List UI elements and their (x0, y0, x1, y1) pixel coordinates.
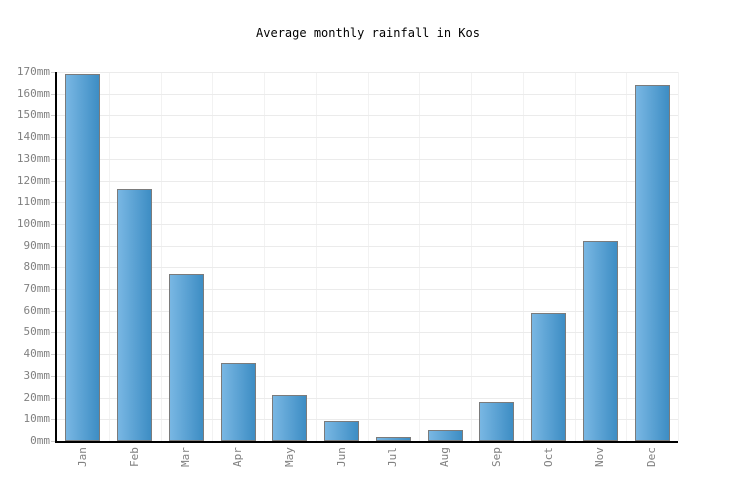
y-axis-tick (51, 246, 55, 247)
bar-jun[interactable] (324, 421, 359, 441)
chart-title: Average monthly rainfall in Kos (256, 26, 480, 40)
y-axis-label-150mm: 150mm (16, 108, 50, 121)
y-axis-label-160mm: 160mm (16, 87, 50, 100)
gridline-horizontal (57, 94, 678, 95)
gridline-vertical (212, 72, 213, 441)
x-axis-label-sep: Sep (490, 447, 503, 467)
gridline-vertical (678, 72, 679, 441)
gridline-vertical (161, 72, 162, 441)
y-axis-label-120mm: 120mm (16, 174, 50, 187)
bar-apr[interactable] (221, 363, 256, 441)
x-axis-label-may: May (283, 447, 296, 467)
y-axis-tick (51, 181, 55, 182)
y-axis-tick (51, 224, 55, 225)
y-axis-label-30mm: 30mm (23, 369, 51, 382)
bar-mar[interactable] (169, 274, 204, 441)
x-axis-label-jun: Jun (335, 447, 348, 467)
gridline-vertical (264, 72, 265, 441)
x-axis-label-mar: Mar (179, 447, 192, 467)
x-axis-line (55, 441, 678, 443)
y-axis-label-140mm: 140mm (16, 130, 50, 143)
y-axis-tick (51, 332, 55, 333)
y-axis-label-20mm: 20mm (23, 391, 51, 404)
gridline-horizontal (57, 289, 678, 290)
y-axis-tick (51, 289, 55, 290)
gridline-horizontal (57, 376, 678, 377)
y-axis-tick (51, 137, 55, 138)
y-axis-tick (51, 354, 55, 355)
gridline-horizontal (57, 311, 678, 312)
y-axis-label-10mm: 10mm (23, 412, 51, 425)
x-axis-label-apr: Apr (231, 447, 244, 467)
gridline-horizontal (57, 332, 678, 333)
gridline-vertical (471, 72, 472, 441)
bar-nov[interactable] (583, 241, 618, 441)
y-axis-label-90mm: 90mm (23, 239, 51, 252)
y-axis-tick (51, 267, 55, 268)
gridline-vertical (419, 72, 420, 441)
gridline-vertical (575, 72, 576, 441)
x-axis-label-aug: Aug (438, 447, 451, 467)
gridline-horizontal (57, 224, 678, 225)
y-axis-label-70mm: 70mm (23, 282, 51, 295)
bar-dec[interactable] (635, 85, 670, 441)
y-axis-tick (51, 311, 55, 312)
y-axis-tick (51, 398, 55, 399)
gridline-horizontal (57, 419, 678, 420)
gridline-horizontal (57, 354, 678, 355)
gridline-vertical (523, 72, 524, 441)
y-axis-tick (51, 72, 55, 73)
y-axis-label-80mm: 80mm (23, 260, 51, 273)
gridline-horizontal (57, 202, 678, 203)
y-axis-label-130mm: 130mm (16, 152, 50, 165)
y-axis-label-170mm: 170mm (16, 65, 50, 78)
y-axis-label-0mm: 0mm (30, 434, 50, 447)
x-axis-label-feb: Feb (128, 447, 141, 467)
y-axis-tick (51, 419, 55, 420)
gridline-vertical (626, 72, 627, 441)
y-axis-tick (51, 441, 55, 442)
bar-jul[interactable] (376, 437, 411, 441)
gridline-horizontal (57, 137, 678, 138)
y-axis-label-60mm: 60mm (23, 304, 51, 317)
bar-sep[interactable] (479, 402, 514, 441)
y-axis-tick (51, 159, 55, 160)
y-axis-label-50mm: 50mm (23, 325, 51, 338)
y-axis-label-100mm: 100mm (16, 217, 50, 230)
gridline-vertical (316, 72, 317, 441)
gridline-horizontal (57, 72, 678, 73)
gridline-vertical (109, 72, 110, 441)
bar-jan[interactable] (65, 74, 100, 441)
y-axis-tick (51, 94, 55, 95)
y-axis-label-110mm: 110mm (16, 195, 50, 208)
y-axis-label-40mm: 40mm (23, 347, 51, 360)
bar-may[interactable] (272, 395, 307, 441)
x-axis-label-dec: Dec (645, 447, 658, 467)
bar-feb[interactable] (117, 189, 152, 441)
gridline-horizontal (57, 115, 678, 116)
x-axis-label-nov: Nov (593, 447, 606, 467)
x-axis-label-jan: Jan (76, 447, 89, 467)
bar-aug[interactable] (428, 430, 463, 441)
y-axis-tick (51, 202, 55, 203)
gridline-horizontal (57, 246, 678, 247)
y-axis-line (55, 72, 57, 443)
x-axis-label-oct: Oct (542, 447, 555, 467)
gridline-horizontal (57, 398, 678, 399)
gridline-horizontal (57, 159, 678, 160)
x-axis-label-jul: Jul (386, 447, 399, 467)
plot-area: 0mm 10mm 20mm 30mm 40mm 50mm 60mm 70mm 80mm 90mm 1… (17, 66, 679, 467)
gridline-horizontal (57, 181, 678, 182)
y-axis-tick (51, 115, 55, 116)
gridline-horizontal (57, 267, 678, 268)
bar-oct[interactable] (531, 313, 566, 441)
gridline-vertical (368, 72, 369, 441)
y-axis-tick (51, 376, 55, 377)
